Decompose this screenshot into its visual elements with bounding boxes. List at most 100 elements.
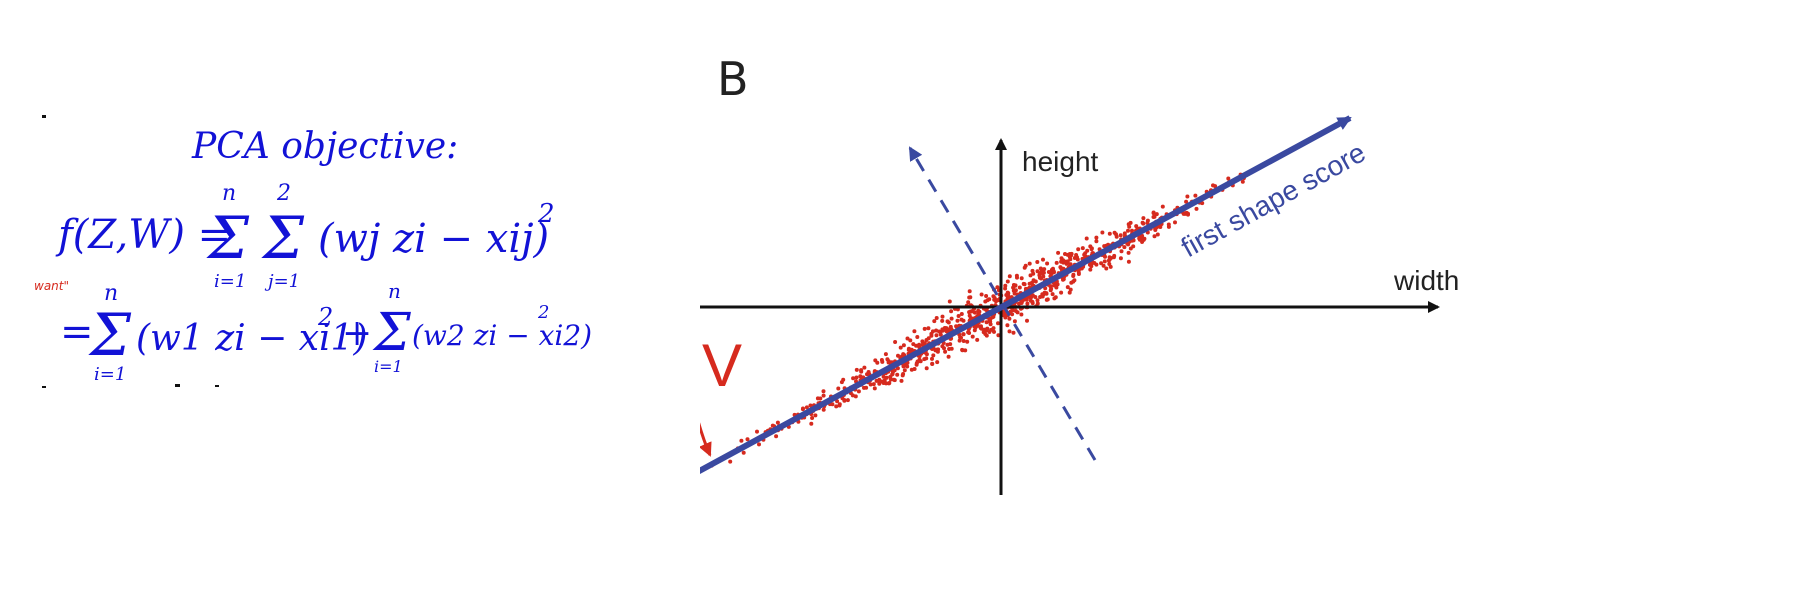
scatter-point (930, 356, 934, 361)
scatter-point (1111, 255, 1116, 260)
scatter-point (842, 398, 847, 402)
scatter-point (1005, 323, 1010, 328)
scatter-point (934, 328, 939, 333)
scatter-point (1054, 260, 1059, 265)
scatter-point (775, 420, 780, 425)
scatter-point (1054, 285, 1059, 290)
handwritten-notes: PCA objective: want" f(Z,W) = n Σ i=1 2 … (0, 0, 700, 604)
scatter-point (917, 342, 922, 347)
scatter-point (948, 342, 953, 347)
scatter-point (934, 347, 939, 352)
y-axis-label: height (1022, 146, 1099, 177)
sum3-sigma-icon: Σ (88, 301, 132, 369)
sum1-sigma-icon: Σ (206, 204, 250, 272)
scatter-point (864, 385, 869, 390)
scatter-point (959, 317, 964, 322)
scatter-point (930, 361, 935, 366)
scatter-point (924, 338, 929, 342)
sum2-upper: 2 (276, 181, 291, 206)
scatter-point (1067, 290, 1072, 295)
scatter-point (892, 368, 897, 373)
scatter-point (967, 295, 972, 300)
scatter-point (1193, 193, 1198, 198)
expansion-term1: (w1 zi − xi1) (136, 318, 368, 359)
scatter-point (1118, 256, 1123, 261)
scatter-point (1107, 262, 1112, 266)
scatter-point (884, 381, 889, 386)
scatter-point (1030, 301, 1035, 306)
scatter-point (961, 339, 966, 343)
scatter-point (1158, 225, 1163, 229)
scatter-point (966, 330, 971, 335)
expansion-power2: 2 (537, 302, 549, 323)
notes-canvas: PCA objective: want" f(Z,W) = n Σ i=1 2 … (34, 115, 592, 388)
scatter-point (886, 360, 891, 365)
scatter-point (1013, 309, 1018, 313)
scatter-point (949, 346, 954, 351)
pca-figure: B height width first shape score (652, 0, 1816, 604)
scatter-point (991, 294, 996, 299)
scatter-point (1240, 179, 1245, 184)
scatter-point (995, 285, 1000, 290)
scatter-point (1094, 235, 1099, 240)
sum1-lower: i=1 (214, 271, 246, 292)
sum4-lower: i=1 (374, 357, 403, 376)
scatter-point (901, 352, 906, 357)
scatter-point (888, 374, 893, 379)
scatter-point (1007, 329, 1012, 334)
scatter-point (1069, 280, 1074, 285)
scatter-point (1041, 270, 1046, 275)
scatter-point (905, 336, 910, 341)
scatter-point (898, 345, 903, 350)
scatter-point (1126, 250, 1131, 255)
expansion-equals: = (60, 309, 94, 355)
scatter-point (1007, 316, 1012, 321)
scatter-point (992, 329, 996, 334)
scatter-point (1185, 194, 1190, 199)
scatter-point (1071, 274, 1076, 278)
scatter-point (1025, 318, 1029, 323)
scatter-point (1127, 224, 1132, 229)
scatter-point (854, 375, 859, 380)
scatter-point (1041, 257, 1045, 262)
scatter-point (728, 459, 733, 464)
scatter-point (884, 375, 889, 380)
stray-mark (215, 385, 219, 387)
scatter-point (1005, 279, 1010, 284)
scatter-point (983, 332, 988, 336)
scatter-point (973, 325, 978, 330)
sum1-upper: n (222, 181, 236, 206)
scatter-point (1141, 216, 1146, 221)
scatter-point (965, 339, 970, 344)
scatter-point (883, 352, 888, 357)
scatter-point (1010, 312, 1015, 317)
scatter-point (745, 437, 750, 442)
scatter-point (1118, 233, 1123, 238)
scatter-point (915, 335, 920, 339)
scatter-point (900, 373, 905, 378)
scatter-point (872, 386, 877, 391)
scatter-point (1014, 273, 1019, 278)
scatter-point (1005, 296, 1010, 301)
scatter-point (1084, 236, 1089, 241)
scatter-point (845, 398, 850, 403)
scatter-point (862, 365, 867, 370)
scatter-point (800, 407, 805, 412)
scatter-point (821, 389, 826, 394)
scatter-point (1141, 221, 1146, 226)
scatter-point (1076, 272, 1081, 276)
scatter-point (893, 340, 898, 344)
scatter-point (966, 300, 971, 305)
scatter-point (837, 402, 842, 407)
scatter-point (1155, 232, 1160, 237)
scatter-point (979, 292, 984, 297)
scatter-point (934, 316, 939, 320)
scatter-point (942, 346, 946, 351)
scatter-point (813, 413, 818, 418)
scatter-point (926, 326, 931, 331)
scatter-point (739, 438, 744, 443)
scatter-point (996, 321, 1000, 326)
sum4-upper: n (388, 279, 401, 303)
scatter-point (1059, 290, 1064, 295)
stray-mark (42, 115, 46, 118)
